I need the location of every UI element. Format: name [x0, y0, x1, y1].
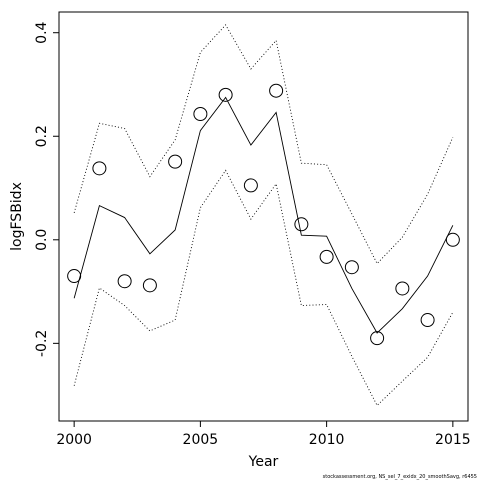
data-point [344, 260, 359, 275]
fitted-line-line [73, 96, 454, 334]
x-tick-label: 2015 [435, 432, 471, 448]
data-point [193, 106, 208, 121]
x-tick-label: 2000 [56, 432, 92, 448]
data-point [319, 249, 334, 264]
data-point [445, 232, 460, 247]
x-axis-title: Year [248, 454, 279, 470]
plot-frame [58, 11, 469, 422]
data-point [142, 278, 157, 293]
data-point [395, 281, 410, 296]
data-point [420, 313, 435, 328]
data-point [218, 87, 233, 102]
x-tick-label: 2010 [309, 432, 345, 448]
data-point [117, 274, 132, 289]
data-point [168, 154, 183, 169]
x-tick-label: 2005 [183, 432, 219, 448]
y-axis: -0.2 0.0 0.2 0.4 [34, 21, 59, 357]
data-point [294, 217, 309, 232]
data-point [370, 331, 385, 346]
footnote: stockassessment.org, NS_sel_7_exidx_20_s… [323, 474, 477, 480]
x-axis: 2000 2005 2010 2015 [56, 421, 471, 448]
y-tick-label: 0.4 [34, 21, 50, 43]
data-point [243, 178, 258, 193]
y-tick-label: 0.2 [34, 125, 50, 147]
data-point [269, 83, 284, 98]
series-layer [67, 24, 460, 407]
y-tick-label: -0.2 [34, 330, 50, 357]
lower-bound-line [73, 169, 454, 407]
data-point [92, 161, 107, 176]
y-axis-title: logFSBidx [9, 182, 25, 251]
upper-bound-line [73, 24, 454, 265]
y-tick-label: 0.0 [34, 229, 50, 251]
